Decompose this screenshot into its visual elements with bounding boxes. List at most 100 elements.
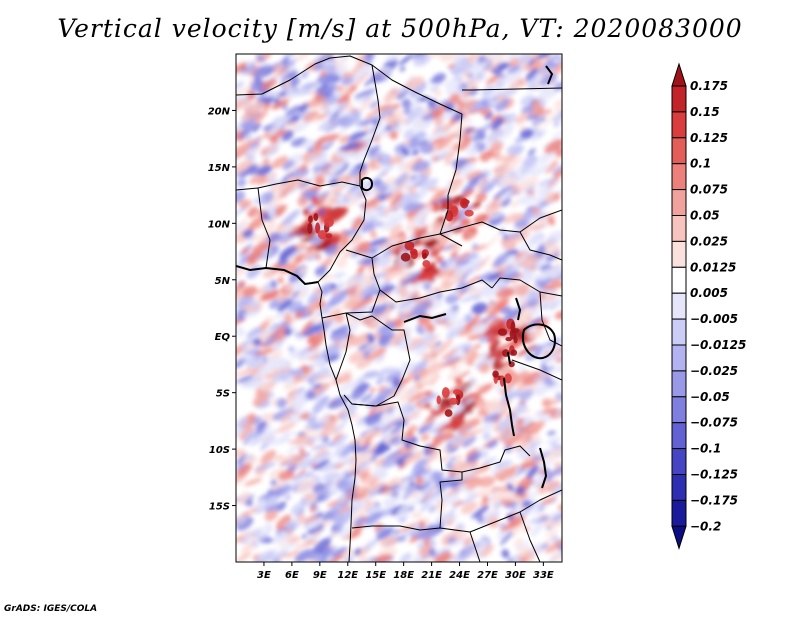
w-core bbox=[510, 349, 518, 356]
w-cell bbox=[273, 531, 288, 545]
w-core bbox=[317, 230, 328, 240]
w-cell bbox=[547, 215, 555, 226]
border-drc-zambia bbox=[461, 445, 531, 473]
w-cell bbox=[517, 449, 531, 460]
w-cell bbox=[316, 113, 328, 120]
w-cell bbox=[322, 191, 336, 207]
w-cell bbox=[505, 112, 517, 125]
w-cell bbox=[364, 410, 385, 423]
w-cell bbox=[430, 249, 439, 258]
w-cell bbox=[462, 345, 477, 361]
w-cell bbox=[537, 268, 556, 281]
w-cell bbox=[313, 141, 324, 150]
w-cell bbox=[440, 348, 459, 361]
w-cell bbox=[555, 106, 562, 114]
colorbar-swatch bbox=[671, 111, 687, 139]
w-cell bbox=[337, 88, 355, 104]
w-cell bbox=[515, 485, 526, 495]
w-cell bbox=[428, 505, 437, 513]
w-cell bbox=[441, 54, 459, 63]
w-cell bbox=[532, 109, 553, 117]
w-cell bbox=[247, 206, 259, 218]
w-cell bbox=[423, 553, 436, 562]
w-cell bbox=[522, 208, 534, 222]
colorbar-swatch bbox=[671, 396, 687, 424]
w-cell bbox=[370, 483, 379, 492]
w-cell bbox=[371, 314, 391, 325]
w-cell bbox=[486, 129, 504, 142]
w-cell bbox=[312, 383, 323, 389]
colorbar-label: −0.05 bbox=[690, 390, 730, 404]
w-cell bbox=[252, 416, 262, 426]
w-cell bbox=[357, 263, 367, 274]
w-cell bbox=[450, 250, 458, 259]
w-cell bbox=[545, 351, 562, 365]
colorbar-label: −0.2 bbox=[690, 519, 721, 533]
w-cell bbox=[314, 241, 333, 251]
w-cell bbox=[415, 529, 439, 540]
w-cell bbox=[430, 137, 446, 146]
lat-tick-label: EQ bbox=[215, 332, 231, 343]
w-cell bbox=[330, 283, 337, 290]
w-cell bbox=[458, 544, 474, 561]
w-cell bbox=[360, 279, 368, 290]
w-cell bbox=[236, 143, 250, 159]
w-cell bbox=[389, 224, 403, 235]
w-cell bbox=[520, 256, 540, 268]
w-cell bbox=[440, 281, 452, 292]
w-cell bbox=[240, 375, 262, 387]
w-cell bbox=[302, 208, 310, 217]
w-cell bbox=[434, 432, 456, 442]
w-cell bbox=[520, 94, 535, 106]
w-cell bbox=[538, 505, 545, 512]
w-cell bbox=[532, 476, 547, 489]
w-cell bbox=[547, 230, 562, 242]
w-cell bbox=[506, 65, 521, 74]
w-cell bbox=[357, 343, 369, 351]
lat-tick-label: 15N bbox=[208, 163, 231, 174]
w-cell bbox=[412, 149, 419, 156]
w-cell bbox=[426, 296, 435, 302]
w-cell bbox=[450, 63, 473, 75]
w-cell bbox=[421, 352, 433, 363]
w-cell bbox=[536, 87, 559, 102]
w-cell bbox=[483, 413, 501, 423]
lon-tick-label: 33E bbox=[533, 570, 554, 581]
w-cell bbox=[332, 433, 343, 444]
w-cell bbox=[501, 549, 510, 559]
w-cell bbox=[497, 278, 506, 287]
w-cell bbox=[281, 83, 292, 89]
w-cell bbox=[428, 538, 437, 548]
w-cell bbox=[545, 159, 559, 174]
w-cell bbox=[450, 227, 464, 234]
w-cell bbox=[305, 297, 324, 315]
w-cell bbox=[369, 100, 380, 109]
w-cell bbox=[529, 223, 546, 231]
w-cell bbox=[299, 412, 311, 420]
w-cell bbox=[317, 85, 338, 96]
w-cell bbox=[453, 400, 473, 417]
w-cell bbox=[467, 231, 475, 239]
w-cell bbox=[496, 188, 513, 205]
w-cell bbox=[411, 511, 423, 520]
w-cell bbox=[444, 77, 457, 89]
w-cell bbox=[424, 407, 444, 423]
colorbar-label: −0.125 bbox=[690, 468, 738, 482]
w-cell bbox=[545, 480, 561, 492]
w-cell bbox=[486, 440, 499, 449]
w-cell bbox=[309, 89, 317, 97]
w-cell bbox=[246, 250, 264, 263]
east-african-coast bbox=[545, 65, 554, 85]
border-sudan-south-sudan bbox=[439, 209, 562, 235]
w-cell bbox=[303, 110, 319, 123]
w-cell bbox=[293, 374, 301, 381]
w-cell bbox=[509, 79, 528, 90]
w-cell bbox=[513, 433, 534, 444]
w-cell bbox=[552, 167, 562, 177]
w-cell bbox=[242, 312, 258, 318]
w-cell bbox=[285, 495, 291, 501]
w-cell bbox=[517, 54, 533, 65]
w-cell bbox=[242, 229, 254, 238]
w-cell bbox=[514, 250, 531, 267]
w-cell bbox=[251, 108, 269, 127]
